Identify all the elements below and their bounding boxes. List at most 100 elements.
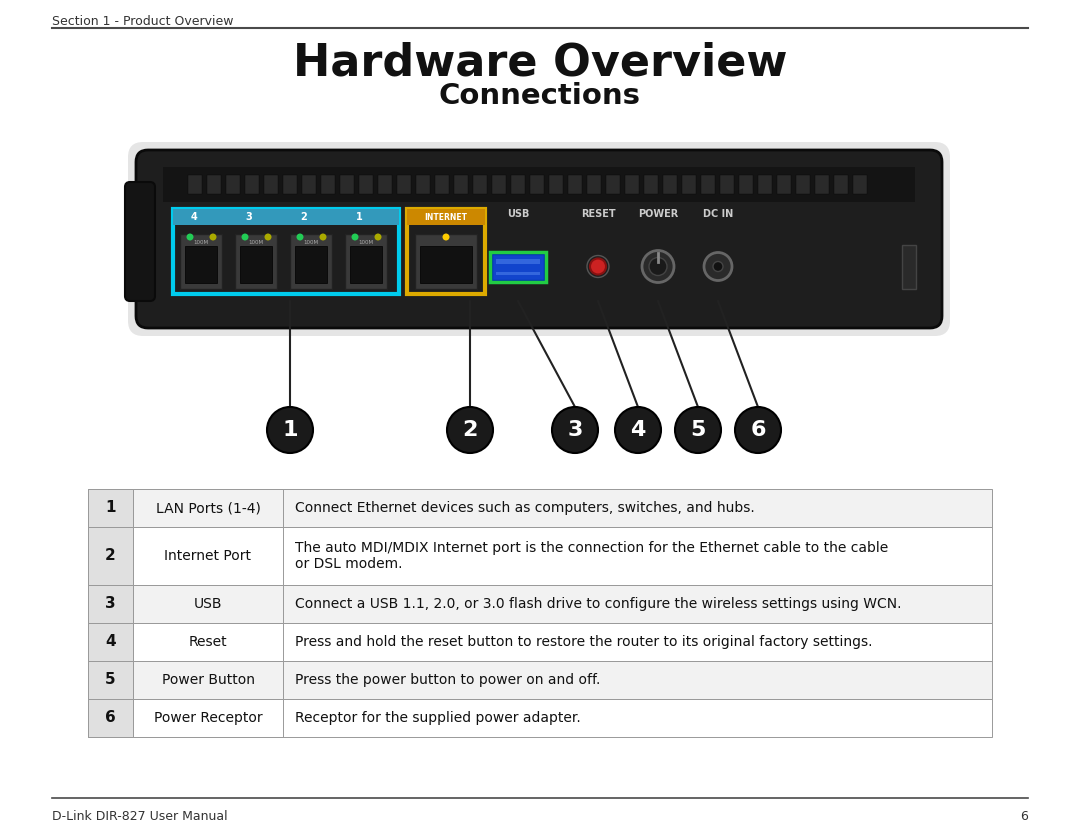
Bar [321,175,335,194]
Bar [291,234,332,289]
Bar [454,175,468,194]
Text: Press and hold the reset button to restore the router to its original factory se: Press and hold the reset button to resto… [295,635,873,649]
Bar [87,661,993,699]
Text: 4: 4 [631,420,646,440]
Text: Section 1 - Product Overview: Section 1 - Product Overview [52,15,233,28]
Bar [235,234,276,289]
Text: RESET: RESET [581,209,616,219]
Text: 5: 5 [690,420,705,440]
Circle shape [320,234,326,240]
Text: DC IN: DC IN [703,209,733,219]
Circle shape [642,250,674,283]
Bar [777,175,791,194]
Bar [188,175,202,194]
Text: 1: 1 [355,212,363,222]
Bar [173,209,399,225]
FancyBboxPatch shape [125,182,156,301]
Bar [295,246,327,283]
Bar [720,175,734,194]
Bar [492,254,544,279]
Bar [87,489,993,527]
Text: INTERNET: INTERNET [424,213,468,222]
Text: 3: 3 [105,596,116,611]
Circle shape [704,253,732,280]
Circle shape [649,258,667,275]
Bar [815,175,829,194]
Bar [407,209,485,294]
Text: 1: 1 [105,500,116,515]
Bar [133,699,283,737]
Bar [644,175,658,194]
Bar [834,175,848,194]
Bar [283,175,297,194]
FancyBboxPatch shape [136,150,942,328]
Text: 100M: 100M [359,239,374,244]
Circle shape [267,407,313,453]
Bar [87,699,993,737]
Text: 100M: 100M [303,239,319,244]
Bar [133,489,283,527]
Text: 2: 2 [300,212,308,222]
Bar [739,175,753,194]
Bar [902,244,916,289]
Text: 2: 2 [105,549,116,564]
Bar [240,246,272,283]
Text: POWER: POWER [638,209,678,219]
Text: 100M: 100M [248,239,264,244]
Circle shape [375,234,381,240]
Circle shape [552,407,598,453]
Bar [245,175,259,194]
Text: 2: 2 [462,420,477,440]
Text: Connect a USB 1.1, 2.0, or 3.0 flash drive to configure the wireless settings us: Connect a USB 1.1, 2.0, or 3.0 flash dri… [295,597,902,611]
Bar [87,489,133,527]
Text: Connect Ethernet devices such as computers, switches, and hubs.: Connect Ethernet devices such as compute… [295,501,755,515]
Circle shape [351,234,359,240]
Bar [511,175,525,194]
Text: Connections: Connections [438,82,642,110]
Bar [681,175,696,194]
Text: Internet Port: Internet Port [164,549,252,563]
Bar [87,661,133,699]
Bar [87,623,133,661]
FancyBboxPatch shape [129,142,950,336]
Bar [87,623,993,661]
Text: 4: 4 [191,212,198,222]
Bar [345,234,387,289]
Bar [359,175,373,194]
Text: Power Button: Power Button [162,673,255,687]
Text: 6: 6 [105,711,116,726]
Bar [226,175,240,194]
Text: 100M: 100M [193,239,208,244]
Text: 4: 4 [105,635,116,650]
Bar [87,585,133,623]
Bar [490,252,546,282]
Bar [185,246,217,283]
Bar [163,167,915,202]
Circle shape [443,234,449,240]
Bar [87,527,993,585]
Bar [180,234,222,289]
Text: 5: 5 [105,672,116,687]
Bar [302,175,316,194]
Circle shape [210,234,216,240]
Bar [496,259,540,274]
Bar [549,175,563,194]
Circle shape [713,262,723,272]
Text: LAN Ports (1-4): LAN Ports (1-4) [156,501,260,515]
Bar [264,175,278,194]
Circle shape [735,407,781,453]
Text: Hardware Overview: Hardware Overview [293,41,787,84]
Bar [350,246,382,283]
Text: Press the power button to power on and off.: Press the power button to power on and o… [295,673,600,687]
Bar [625,175,639,194]
Bar [207,175,221,194]
Text: Power Receptor: Power Receptor [153,711,262,725]
Circle shape [675,407,721,453]
Bar [435,175,449,194]
Bar [87,527,133,585]
Bar [87,585,993,623]
Bar [133,623,283,661]
Bar [606,175,620,194]
Text: Receptor for the supplied power adapter.: Receptor for the supplied power adapter. [295,711,581,725]
Bar [420,246,472,283]
